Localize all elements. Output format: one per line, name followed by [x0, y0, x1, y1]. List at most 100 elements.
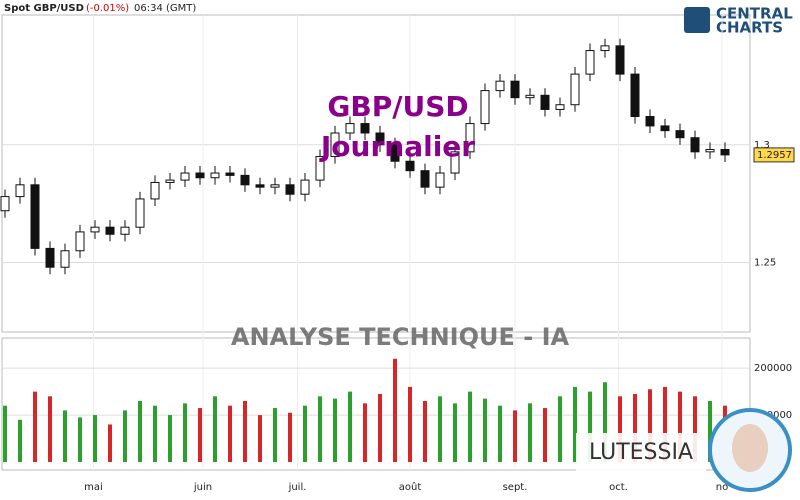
volume-bar — [258, 415, 262, 462]
candle-body — [495, 80, 505, 92]
candle-body — [75, 231, 85, 252]
candle-body — [0, 196, 10, 212]
volume-bar — [438, 396, 442, 462]
last-price: 1.2957 — [757, 150, 792, 161]
volume-bar — [348, 391, 352, 462]
candle-body — [360, 123, 370, 134]
volume-bar — [183, 403, 187, 462]
candle-body — [375, 132, 385, 146]
candle-body — [300, 179, 310, 195]
volume-bar — [588, 391, 592, 462]
y-tick-label: 1.25 — [754, 258, 776, 269]
volume-bar — [468, 391, 472, 462]
candle-body — [60, 250, 70, 268]
volume-bar — [333, 398, 337, 462]
volume-bar — [558, 396, 562, 462]
time: 06:34 (GMT) — [134, 3, 196, 14]
volume-bar — [603, 382, 607, 462]
logo-text: CENTRAL — [716, 5, 793, 23]
candle-body — [450, 151, 460, 174]
volume-bar — [393, 358, 397, 462]
brand-box — [576, 433, 706, 473]
volume-bar — [48, 396, 52, 462]
volume-bar — [708, 401, 712, 462]
volume-bar — [423, 401, 427, 462]
y-tick-label: 200000 — [754, 363, 792, 374]
volume-bar — [663, 386, 667, 462]
volume-bar — [213, 396, 217, 462]
candle-body — [15, 184, 25, 198]
candle-body — [285, 184, 295, 195]
candle-body — [315, 156, 325, 181]
candle-body — [720, 148, 730, 156]
candle-body — [585, 50, 595, 75]
candle-body — [435, 172, 445, 188]
volume-bar — [633, 393, 637, 462]
change: (-0.01%) — [86, 3, 129, 14]
candle-body — [90, 226, 100, 233]
candle-body — [555, 104, 565, 110]
last-price-box — [753, 147, 795, 163]
candle-body — [465, 123, 475, 153]
candle-body — [600, 45, 610, 52]
candle-body — [195, 172, 205, 179]
volume-bar — [33, 391, 37, 462]
x-tick-label: mai — [84, 482, 103, 493]
volume-bar — [168, 415, 172, 462]
volume-bar — [78, 417, 82, 462]
candle-body — [30, 184, 40, 249]
y-tick-label: 1.3 — [754, 140, 770, 151]
volume-bar — [153, 405, 157, 462]
logo-icon — [684, 7, 710, 33]
candle-body — [675, 130, 685, 139]
candle-body — [240, 174, 250, 186]
x-tick-label: juil. — [288, 482, 307, 493]
volume-bar — [498, 405, 502, 462]
volume-bar — [408, 386, 412, 462]
candle-body — [660, 125, 670, 132]
volume-bar — [228, 405, 232, 462]
volume-bar — [18, 419, 22, 462]
x-tick-label: oct. — [609, 482, 628, 493]
volume-bar — [198, 408, 202, 462]
volume-bar — [648, 389, 652, 462]
candle-body — [45, 247, 55, 268]
volume-bar — [543, 408, 547, 462]
x-tick-label: no — [716, 482, 728, 493]
candle-body — [225, 172, 235, 176]
volume-bar — [693, 396, 697, 462]
candle-body — [120, 226, 130, 235]
candle-body — [540, 94, 550, 110]
volume-bar — [303, 405, 307, 462]
candle-body — [510, 80, 520, 99]
candle-body — [150, 181, 160, 200]
x-tick-label: août — [399, 481, 422, 493]
candle-body — [135, 198, 145, 228]
volume-bar — [3, 405, 7, 462]
candle-body — [180, 172, 190, 181]
candle-body — [255, 184, 265, 188]
candle-body — [270, 184, 280, 188]
candle-body — [615, 45, 625, 75]
volume-bar — [138, 401, 142, 462]
symbol: Spot GBP/USD — [4, 3, 84, 14]
candle-body — [420, 170, 430, 188]
volume-bar — [123, 410, 127, 462]
volume-bar — [678, 391, 682, 462]
volume-bar — [108, 424, 112, 462]
candle-body — [480, 90, 490, 125]
volume-bar — [288, 412, 292, 462]
candle-body — [165, 179, 175, 183]
volume-bar — [453, 403, 457, 462]
candle-body — [645, 116, 655, 127]
banner: ANALYSE TECHNIQUE - IA — [231, 323, 570, 351]
volume-bar — [363, 403, 367, 462]
logo-text: CHARTS — [716, 19, 783, 37]
candle-body — [345, 123, 355, 134]
candle-body — [630, 73, 640, 118]
candle-body — [690, 137, 700, 153]
candle-body — [405, 160, 415, 172]
volume-bar — [318, 396, 322, 462]
volume-bar — [528, 403, 532, 462]
